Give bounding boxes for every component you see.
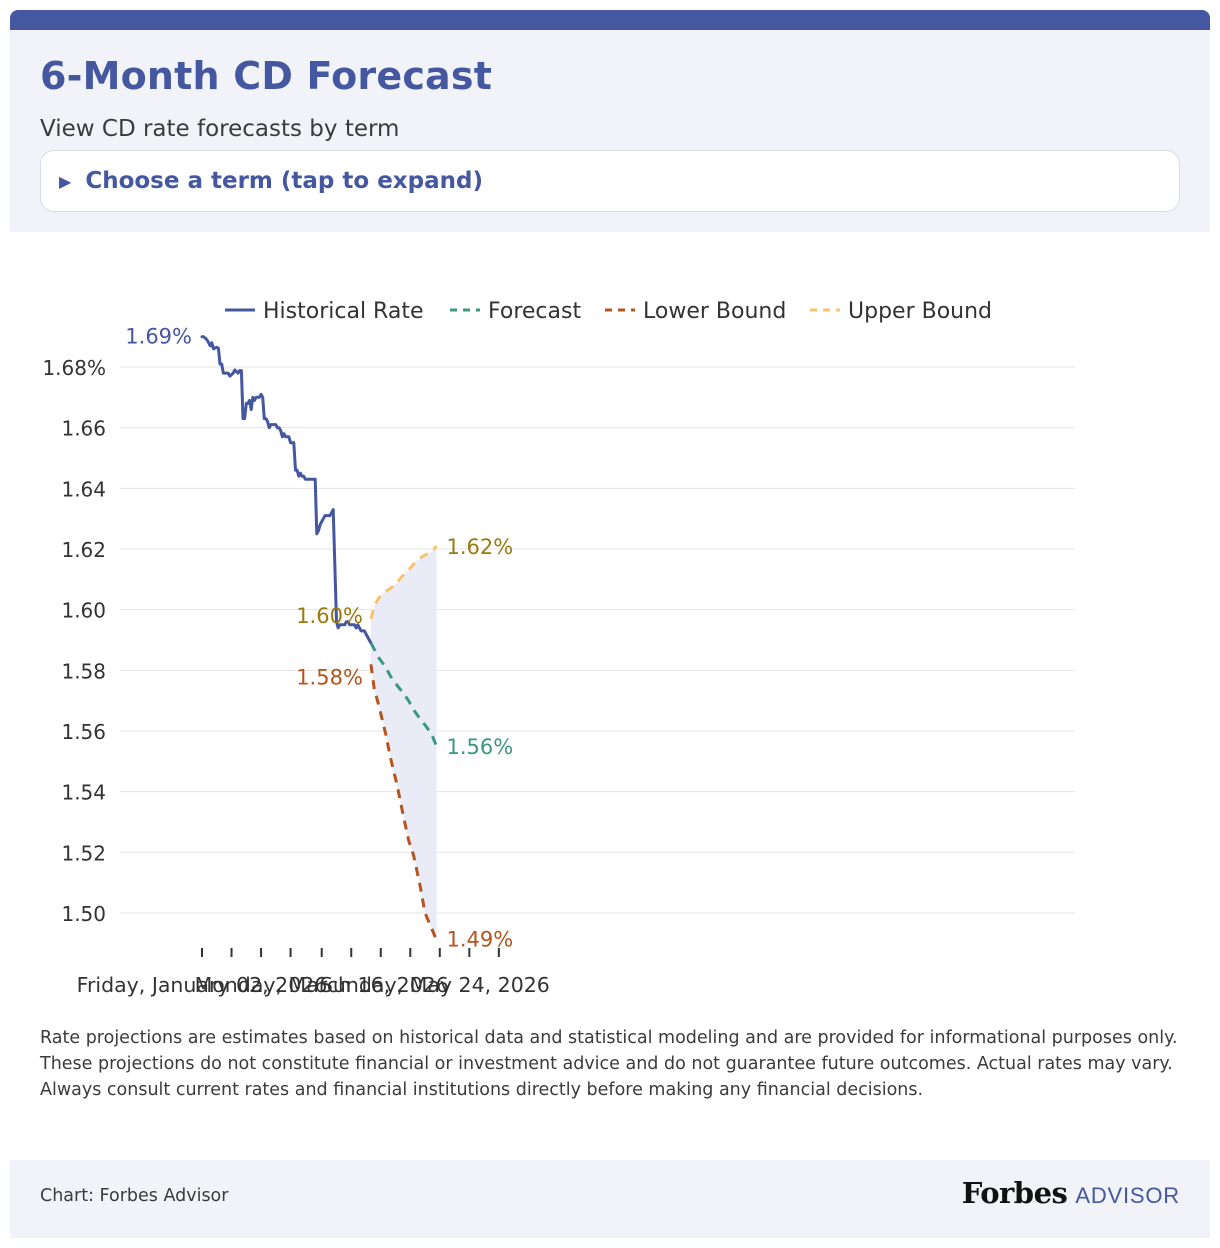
- x-tick-label: Sunday, May 24, 2026: [320, 973, 550, 997]
- y-axis: 1.68% 1.66 1.64 1.62 1.60 1.58 1.56 1.54 1.52 1.5…: [42, 356, 106, 926]
- brand-suffix: ADVISOR: [1075, 1183, 1180, 1208]
- chart-legend: Historical Rate Forecast Lower Bound Upper …: [225, 299, 992, 324]
- y-tick-label: 1.68%: [42, 356, 106, 380]
- brand-name: Forbes: [961, 1176, 1068, 1210]
- upper-start-label: 1.60%: [296, 604, 363, 628]
- forecast-line: [369, 642, 438, 747]
- y-tick-label: 1.52: [61, 841, 106, 865]
- y-tick-label: 1.62: [61, 538, 106, 562]
- y-tick-label: 1.56: [61, 720, 106, 744]
- data-labels: 1.69% 1.60% 1.58% 1.62% 1.56% 1.49%: [125, 325, 513, 952]
- chart-card: 6-Month CD Forecast View CD rate forecas…: [10, 10, 1210, 1238]
- upper-end-label: 1.62%: [447, 535, 514, 559]
- y-tick-label: 1.64: [61, 477, 106, 501]
- forbes-advisor-logo: Forbes ADVISOR: [962, 1176, 1180, 1210]
- legend-label: Lower Bound: [643, 299, 786, 324]
- forecast-band: [370, 546, 437, 941]
- confidence-band: [370, 546, 437, 941]
- expand-triangle-icon: ▶: [59, 171, 72, 191]
- legend-label: Forecast: [488, 299, 581, 324]
- x-tick-label: Friday, January 02, 2026: [77, 973, 328, 997]
- page-subtitle: View CD rate forecasts by term: [40, 116, 400, 142]
- historical-rate-line: [200, 335, 373, 645]
- forecast-end-label: 1.56%: [447, 735, 514, 759]
- historical-start-label: 1.69%: [125, 325, 192, 349]
- y-tick-label: 1.60: [61, 599, 106, 623]
- chart-credit: Chart: Forbes Advisor: [40, 1186, 229, 1206]
- lower-bound-line: [369, 664, 438, 941]
- y-tick-label: 1.50: [61, 902, 106, 926]
- term-selector-label: Choose a term (tap to expand): [85, 168, 483, 194]
- grid-lines: [120, 366, 1075, 914]
- disclaimer-text: Rate projections are estimates based on …: [40, 1028, 1178, 1100]
- y-tick-label: 1.54: [61, 781, 106, 805]
- legend-label: Historical Rate: [263, 299, 424, 324]
- y-tick-label: 1.66: [61, 417, 106, 441]
- x-tick-label: Monday, March 16, 2026: [195, 973, 449, 997]
- legend-label: Upper Bound: [848, 299, 992, 324]
- term-selector[interactable]: ▶ Choose a term (tap to expand): [40, 150, 1180, 212]
- y-tick-label: 1.58: [61, 659, 106, 683]
- rate-chart: Historical Rate Forecast Lower Bound Upper …: [42, 299, 1075, 997]
- series-lines: [200, 335, 438, 941]
- lower-start-label: 1.58%: [296, 665, 363, 689]
- top-accent-bar: [10, 10, 1210, 30]
- lower-end-label: 1.49%: [447, 927, 514, 951]
- footer-panel: Chart: Forbes Advisor Forbes ADVISOR: [10, 1160, 1210, 1238]
- header-panel: 6-Month CD Forecast View CD rate forecas…: [10, 30, 1210, 232]
- page-title: 6-Month CD Forecast: [40, 54, 493, 98]
- upper-bound-line: [369, 545, 438, 620]
